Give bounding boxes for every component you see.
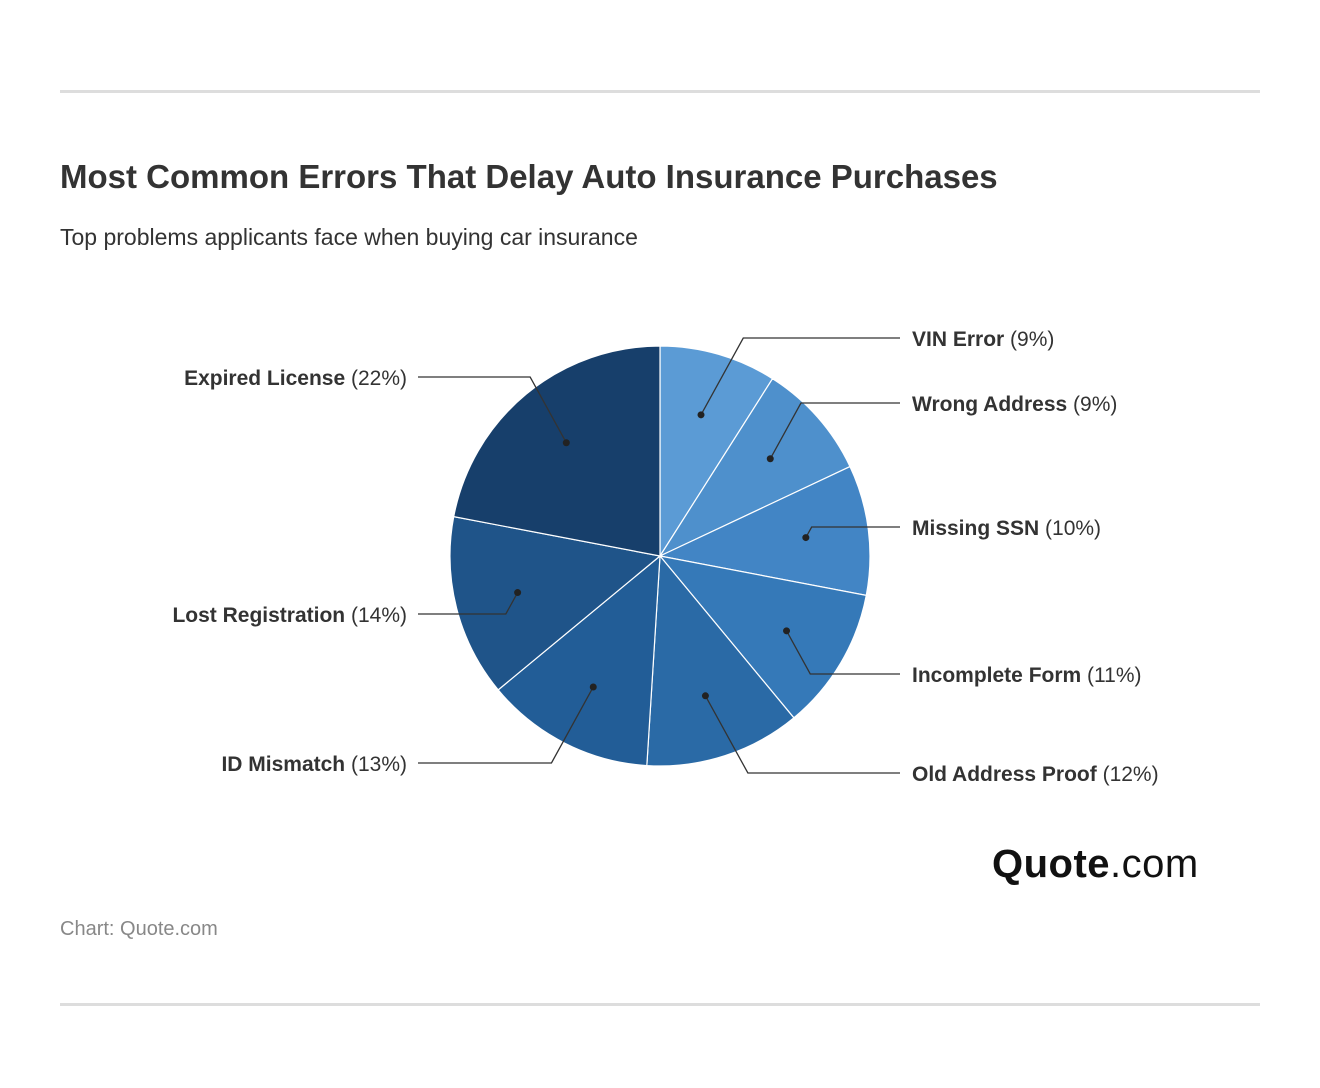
- chart-subtitle: Top problems applicants face when buying…: [60, 224, 638, 250]
- leader-line-expired-license: [418, 376, 567, 444]
- slice-label-name: Wrong Address: [912, 393, 1067, 416]
- logo-brand: Quote: [992, 842, 1111, 886]
- slice-label-missing-ssn: Missing SSN (10%): [912, 517, 1101, 540]
- slice-label-wrong-address: Wrong Address (9%): [912, 393, 1117, 416]
- slice-label-vin-error: VIN Error (9%): [912, 328, 1054, 351]
- slice-label-name: Incomplete Form: [912, 664, 1081, 687]
- slice-label-percent: (9%): [1067, 393, 1117, 416]
- bottom-divider: [60, 1003, 1260, 1006]
- logo-tld: .com: [1110, 842, 1199, 886]
- leader-line-incomplete-form: [785, 630, 900, 675]
- slice-label-old-address-proof: Old Address Proof (12%): [912, 763, 1159, 786]
- leader-line-lost-registration: [418, 592, 519, 615]
- pie-slice-expired-license: [453, 345, 661, 557]
- slice-label-percent: (9%): [1004, 328, 1054, 351]
- leader-dot-missing-ssn: [802, 534, 810, 542]
- leader-dot-vin-error: [697, 411, 705, 419]
- pie-slice-lost-registration: [449, 515, 662, 691]
- slice-labels: VIN Error (9%)Wrong Address (9%)Missing …: [172, 328, 1158, 786]
- leader-line-missing-ssn: [805, 526, 900, 538]
- leader-dot-id-mismatch: [589, 683, 597, 691]
- slice-label-name: Lost Registration: [172, 604, 345, 627]
- slice-label-percent: (12%): [1097, 763, 1159, 786]
- slice-label-name: Missing SSN: [912, 517, 1039, 540]
- leader-dot-wrong-address: [766, 455, 774, 463]
- leader-dot-expired-license: [562, 439, 570, 447]
- pie-slice-missing-ssn: [658, 465, 871, 597]
- leader-dot-old-address-proof: [701, 692, 709, 700]
- leader-dot-incomplete-form: [783, 627, 791, 635]
- slice-label-lost-registration: Lost Registration (14%): [172, 604, 407, 627]
- leader-line-wrong-address: [769, 402, 900, 460]
- leader-line-id-mismatch: [418, 686, 594, 764]
- pie-slice-wrong-address: [658, 377, 851, 558]
- pie-slice-vin-error: [659, 345, 774, 559]
- slice-label-percent: (11%): [1081, 664, 1141, 687]
- slice-label-incomplete-form: Incomplete Form (11%): [912, 664, 1142, 687]
- slice-label-name: ID Mismatch: [221, 753, 345, 776]
- slice-label-expired-license: Expired License (22%): [184, 367, 407, 390]
- pie-slices: [449, 345, 871, 767]
- leader-dot-lost-registration: [514, 589, 522, 597]
- chart-title: Most Common Errors That Delay Auto Insur…: [60, 158, 998, 195]
- chart-source: Chart: Quote.com: [60, 918, 218, 940]
- pie-slice-old-address-proof: [646, 554, 795, 767]
- quote-logo: Quote.com: [992, 842, 1199, 887]
- pie-slice-id-mismatch: [497, 554, 661, 767]
- slice-label-percent: (10%): [1039, 517, 1101, 540]
- pie-slice-incomplete-form: [658, 555, 867, 719]
- slice-label-name: VIN Error: [912, 328, 1004, 351]
- top-divider: [60, 90, 1260, 93]
- slice-label-percent: (13%): [345, 753, 407, 776]
- slice-label-percent: (22%): [345, 367, 407, 390]
- slice-label-percent: (14%): [345, 604, 407, 627]
- slice-label-name: Old Address Proof: [912, 763, 1098, 786]
- leader-line-old-address-proof: [704, 695, 900, 774]
- leader-line-vin-error: [700, 337, 900, 416]
- slice-label-name: Expired License: [184, 367, 345, 390]
- slice-label-id-mismatch: ID Mismatch (13%): [221, 753, 407, 776]
- leader-lines: [418, 337, 900, 774]
